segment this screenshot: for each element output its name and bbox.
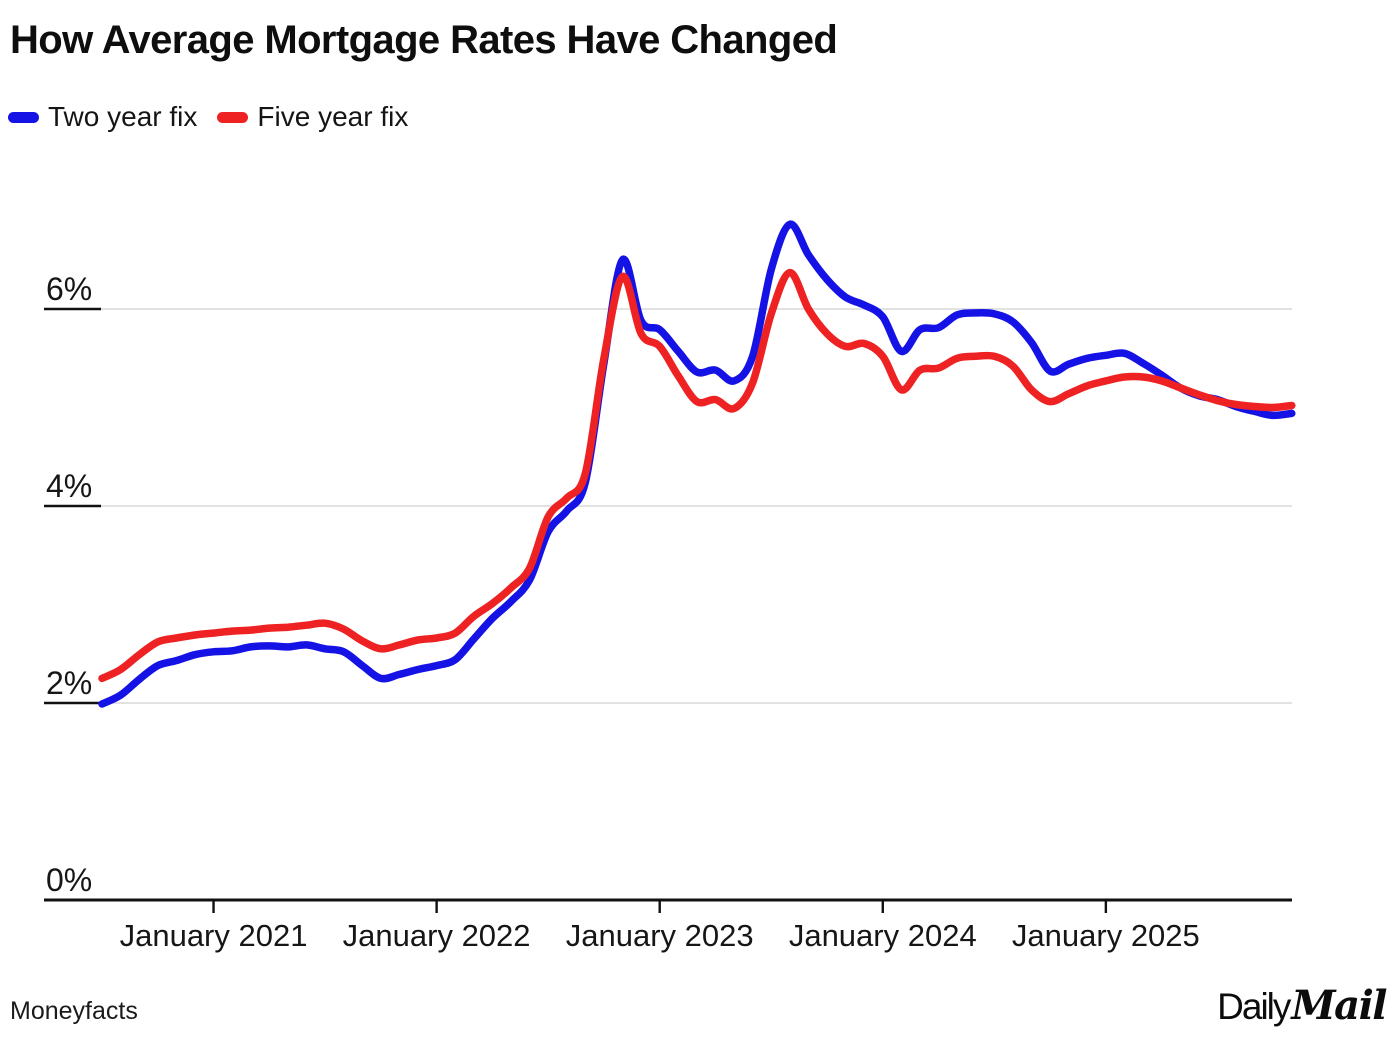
y-tick-label: 0%	[46, 862, 92, 898]
x-tick-label: January 2021	[120, 918, 308, 953]
chart-title: How Average Mortgage Rates Have Changed	[10, 18, 838, 62]
five-year-fix-swatch-icon	[217, 111, 249, 123]
y-tick-label: 4%	[46, 468, 92, 504]
legend-item-five-year-fix: Five year fix	[217, 101, 408, 133]
source-credit: Moneyfacts	[10, 997, 138, 1025]
legend-label-five-year-fix: Five year fix	[257, 101, 409, 132]
legend: Two year fix Five year fix	[8, 101, 408, 133]
x-tick-label: January 2025	[1012, 918, 1200, 953]
legend-item-two-year-fix: Two year fix	[8, 101, 197, 133]
x-tick-label: January 2022	[343, 918, 531, 953]
legend-label-two-year-fix: Two year fix	[48, 101, 198, 132]
x-tick-label: January 2023	[566, 918, 754, 953]
daily-mail-logo-mail: Mail	[1291, 982, 1387, 1029]
y-tick-label: 6%	[46, 271, 92, 307]
y-tick-label: 2%	[46, 665, 92, 701]
two-year-fix-swatch-icon	[8, 111, 39, 123]
two-year-line	[98, 220, 1296, 708]
daily-mail-logo-daily: Daily	[1217, 986, 1291, 1027]
five-year-line	[98, 268, 1296, 683]
daily-mail-logo: Daily Mail	[1217, 982, 1387, 1029]
x-tick-label: January 2024	[789, 918, 977, 953]
